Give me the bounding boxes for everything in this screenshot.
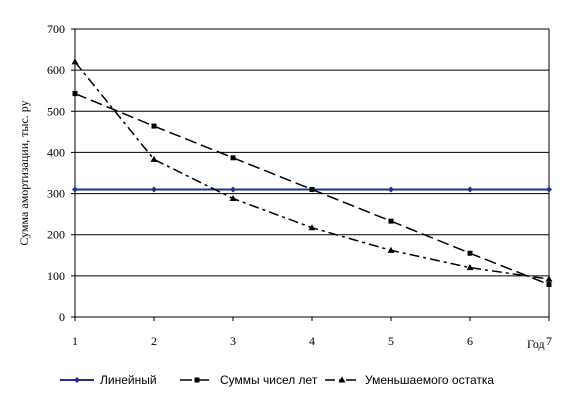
series-2-point-5 <box>388 218 394 224</box>
x-axis-title: Год <box>527 337 545 351</box>
axes <box>71 28 550 321</box>
x-tick-label-3: 3 <box>230 334 236 348</box>
series-2-point-6 <box>467 250 473 256</box>
x-tick-label-6: 6 <box>467 334 473 348</box>
y-tick-label-100: 100 <box>47 269 65 283</box>
y-tick-label-600: 600 <box>47 63 65 77</box>
series-3-point-6 <box>466 264 474 271</box>
x-tick-label-4: 4 <box>309 334 315 348</box>
y-tick-label-400: 400 <box>47 145 65 159</box>
series-3-point-5 <box>387 246 395 253</box>
legend: Линейный Суммы чисел лет Уменьшаемого оста… <box>60 373 494 387</box>
legend-label-2: Суммы чисел лет <box>220 373 318 387</box>
y-tick-label-500: 500 <box>47 104 65 118</box>
series-2-point-2 <box>151 123 157 129</box>
x-tick-label-5: 5 <box>388 334 394 348</box>
y-tick-label-200: 200 <box>47 228 65 242</box>
legend-marker-2 <box>194 377 200 383</box>
x-tick-label-1: 1 <box>72 334 78 348</box>
y-axis-title: Сумма амортизации, тыс. ру <box>17 100 31 245</box>
series-3-point-7 <box>545 275 553 282</box>
legend-marker-1 <box>74 377 80 383</box>
series-1-point-1 <box>72 186 78 193</box>
series-2-point-3 <box>230 155 236 161</box>
series-1-point-6 <box>467 186 473 193</box>
y-tick-label-0: 0 <box>59 310 65 324</box>
series-1-point-2 <box>151 186 157 193</box>
y-tick-label-700: 700 <box>47 22 65 36</box>
series-3-point-3 <box>229 195 237 202</box>
series-2-point-4 <box>309 186 315 192</box>
series-3-point-1 <box>71 58 79 65</box>
legend-label-1: Линейный <box>100 373 157 387</box>
gridlines <box>75 28 549 277</box>
x-tick-label-2: 2 <box>151 334 157 348</box>
y-tick-label-300: 300 <box>47 187 65 201</box>
x-tick-label-7: 7 <box>546 334 552 348</box>
series-3-line <box>74 61 550 280</box>
series-1-point-7 <box>546 186 552 193</box>
legend-label-3: Уменьшаемого остатка <box>365 373 494 387</box>
series-3 <box>71 58 553 282</box>
series-3-point-2 <box>150 155 158 162</box>
series-1-point-3 <box>230 186 236 193</box>
series-group <box>71 58 553 287</box>
series-2-point-7 <box>546 281 552 287</box>
series-1-point-5 <box>388 186 394 193</box>
series-3-point-4 <box>308 224 316 231</box>
y-tick-labels: 0 100 200 300 400 500 600 700 <box>47 22 65 324</box>
x-tick-labels: 1 2 3 4 5 6 7 <box>72 334 552 348</box>
series-2-point-1 <box>72 91 78 97</box>
series-2 <box>72 91 552 287</box>
legend-marker-3 <box>338 376 346 383</box>
